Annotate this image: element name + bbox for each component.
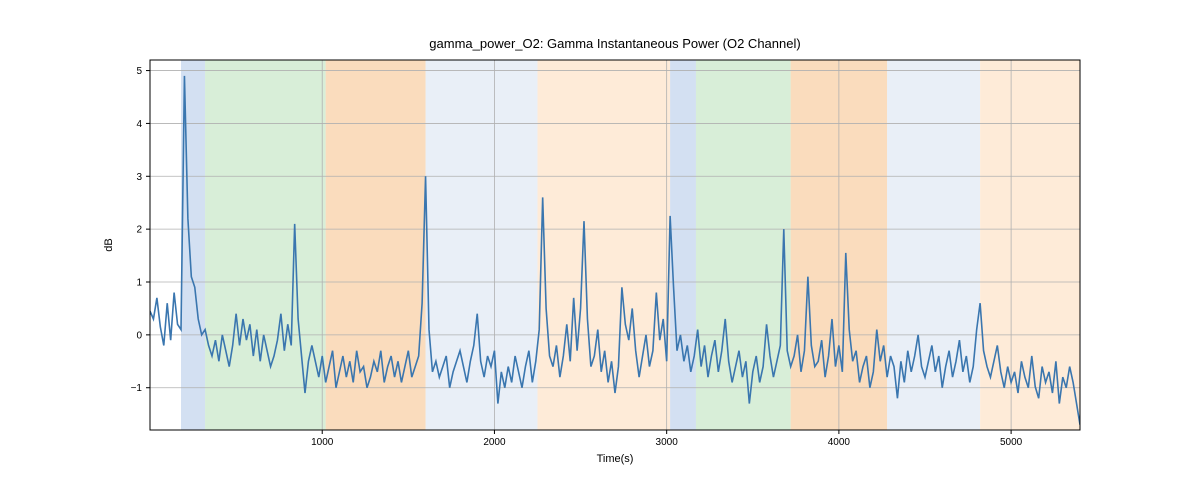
- ytick-label: 1: [136, 278, 142, 289]
- bg-region-8: [887, 60, 980, 430]
- ytick-label: −1: [131, 383, 143, 394]
- xtick-label: 4000: [828, 437, 851, 448]
- xtick-label: 5000: [1000, 437, 1023, 448]
- ytick-label: 2: [136, 225, 142, 236]
- bg-region-4: [538, 60, 671, 430]
- figure: 1000 2000 3000 4000 5000 −1 0 1 2 3 4 5 Time(s) dB gam…: [0, 0, 1200, 500]
- ytick-label: 0: [136, 330, 142, 341]
- ytick-label: 4: [136, 119, 142, 130]
- ytick-label: 5: [136, 66, 142, 77]
- xtick-label: 3000: [656, 437, 679, 448]
- bg-region-3: [426, 60, 538, 430]
- bg-region-5: [670, 60, 696, 430]
- y-axis-label: dB: [103, 238, 115, 251]
- xtick-label: 1000: [311, 437, 334, 448]
- x-axis-label: Time(s): [597, 453, 634, 465]
- plot-svg: 1000 2000 3000 4000 5000 −1 0 1 2 3 4 5 Time(s) dB gam…: [0, 0, 1200, 500]
- bg-region-2: [326, 60, 426, 430]
- chart-title: gamma_power_O2: Gamma Instantaneous Powe…: [429, 36, 800, 51]
- xtick-label: 2000: [483, 437, 506, 448]
- ytick-label: 3: [136, 172, 142, 183]
